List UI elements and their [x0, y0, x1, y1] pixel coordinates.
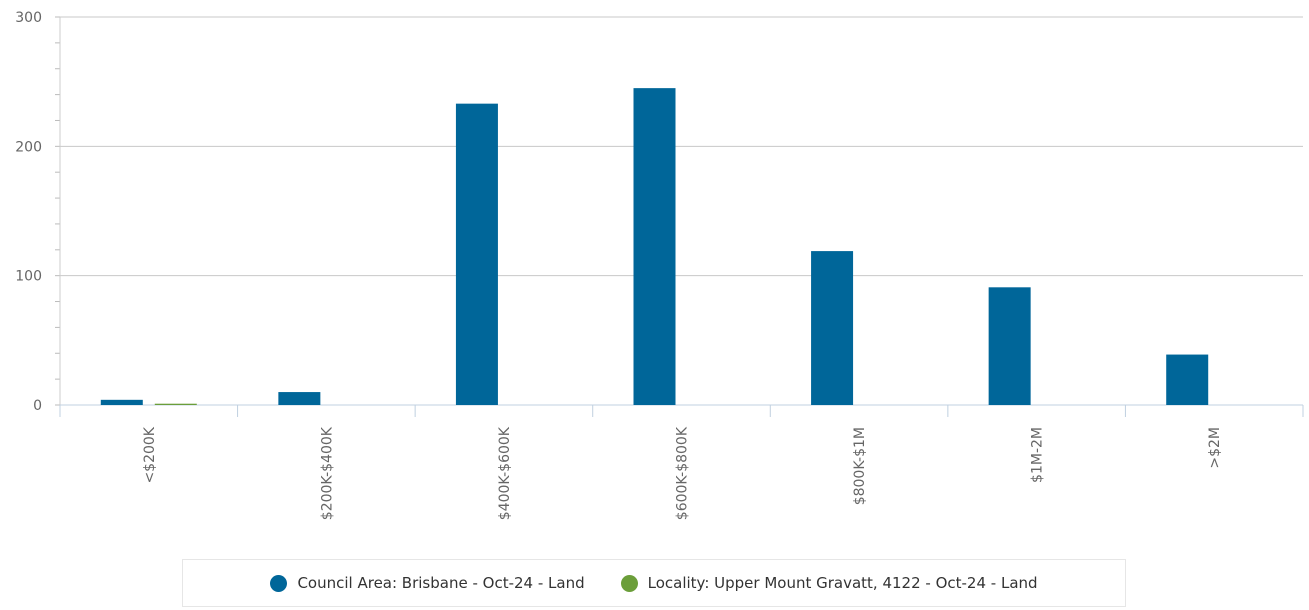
- bars: [100, 88, 1209, 406]
- legend-item-locality[interactable]: Locality: Upper Mount Gravatt, 4122 - Oc…: [620, 574, 1038, 592]
- bar-locality[interactable]: [154, 403, 197, 405]
- x-tick-label: $400K-$600K: [497, 426, 513, 520]
- x-tick-label: >$2M: [1207, 427, 1223, 469]
- x-tick-label: $800K-$1M: [852, 427, 868, 505]
- x-tick-label: $1M-2M: [1030, 427, 1046, 483]
- bar-council[interactable]: [988, 287, 1031, 405]
- x-tick-label: $200K-$400K: [319, 426, 335, 520]
- bar-council[interactable]: [278, 392, 321, 405]
- legend: Council Area: Brisbane - Oct-24 - Land L…: [182, 559, 1126, 607]
- legend-item-council[interactable]: Council Area: Brisbane - Oct-24 - Land: [270, 574, 585, 592]
- bar-chart: 0 100 200 300 <$200K $200K-$400K $400K-$600K $…: [15, 10, 1304, 520]
- y-tick-labels: 0 100 200 300: [15, 10, 42, 414]
- grid-lines: [60, 16, 1303, 277]
- y-tick-label: 100: [15, 269, 42, 285]
- y-tick-label: 300: [15, 10, 42, 26]
- legend-label-locality: Locality: Upper Mount Gravatt, 4122 - Oc…: [647, 574, 1038, 592]
- bar-council[interactable]: [455, 103, 498, 406]
- x-tick-label: <$200K: [142, 426, 158, 483]
- legend-marker-council: [270, 574, 288, 592]
- bar-council[interactable]: [633, 88, 676, 405]
- legend-label-council: Council Area: Brisbane - Oct-24 - Land: [297, 574, 585, 592]
- bar-council[interactable]: [100, 399, 143, 405]
- axes: [55, 16, 1304, 417]
- legend-marker-locality: [620, 574, 638, 592]
- x-tick-label: $600K-$800K: [675, 426, 691, 520]
- bar-council[interactable]: [1166, 354, 1209, 405]
- x-tick-labels: <$200K $200K-$400K $400K-$600K $600K-$800K $…: [142, 426, 1223, 520]
- y-tick-label: 200: [15, 139, 42, 155]
- bar-council[interactable]: [811, 251, 854, 405]
- y-tick-label: 0: [33, 398, 42, 414]
